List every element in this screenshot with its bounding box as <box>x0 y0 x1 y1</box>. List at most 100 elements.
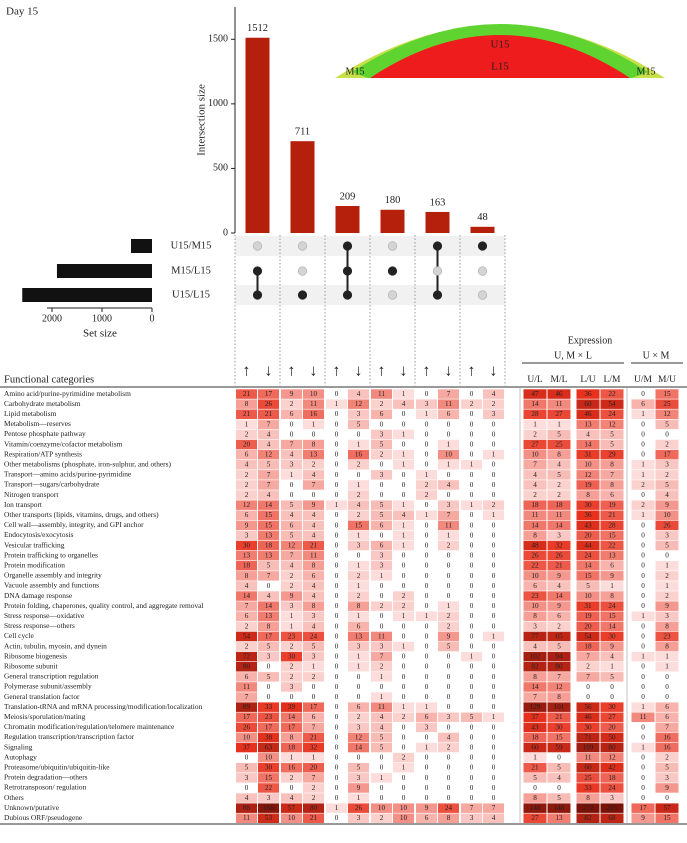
heat-cell <box>281 439 302 450</box>
heat-cell <box>303 480 324 490</box>
cell-value: 0 <box>402 723 406 731</box>
cell-value: 24 <box>584 552 592 560</box>
cell-value: 22 <box>265 784 273 792</box>
cell-value: 1 <box>357 562 361 570</box>
cell-value: 0 <box>470 531 474 539</box>
cell-value: 1 <box>357 582 361 590</box>
heat-cell <box>438 510 459 520</box>
heat-cell <box>236 773 257 783</box>
heat-cell <box>438 591 459 601</box>
heat-cell <box>326 621 347 632</box>
cell-value: 0 <box>335 451 339 459</box>
cell-value: 0 <box>470 471 474 479</box>
heat-cell <box>483 409 504 419</box>
cell-value: 2 <box>380 451 384 459</box>
cell-value: 7 <box>533 693 537 701</box>
direction-arrow: ↑ <box>378 363 386 380</box>
heat-cell <box>326 520 347 531</box>
heat-cell <box>576 611 600 621</box>
heat-cell <box>655 460 679 470</box>
cell-value: 16 <box>288 764 296 772</box>
cell-value: 0 <box>470 703 474 711</box>
cell-value: 2 <box>641 501 645 509</box>
heat-cell <box>236 732 257 743</box>
cell-value: 15 <box>584 572 592 580</box>
cell-value: 6 <box>533 582 537 590</box>
cell-value: 0 <box>290 491 294 499</box>
cell-value: 0 <box>335 733 339 741</box>
heat-cell <box>393 641 414 652</box>
heat-cell <box>600 763 624 773</box>
heat-cell <box>236 662 257 672</box>
heat-cell <box>371 510 392 520</box>
heat-cell <box>461 530 482 541</box>
heat-cell <box>303 793 324 803</box>
cell-value: 0 <box>380 622 384 630</box>
heat-cell <box>576 722 600 733</box>
cell-value: 26 <box>555 552 563 560</box>
heat-cell <box>523 793 547 803</box>
cell-value: 0 <box>641 441 645 449</box>
cell-value: 4 <box>312 622 316 630</box>
heat-cell <box>547 591 571 601</box>
cell-value: 0 <box>425 784 429 792</box>
heat-cell <box>547 490 571 500</box>
heat-cell <box>461 399 482 409</box>
cell-value: 4 <box>312 531 316 539</box>
heat-cell <box>281 611 302 621</box>
heat-cell <box>393 470 414 480</box>
heat-cell <box>371 763 392 773</box>
heat-cell <box>258 631 279 642</box>
bar <box>245 37 270 234</box>
heat-cell <box>655 783 679 793</box>
cell-value: 7 <box>586 653 590 661</box>
cell-value: 1 <box>492 451 496 459</box>
heat-cell <box>523 571 547 581</box>
cell-value: 46 <box>584 410 592 418</box>
cell-value: 4 <box>610 653 614 661</box>
heat-cell <box>416 783 437 793</box>
cell-value: 0 <box>470 693 474 701</box>
cell-value: 26 <box>663 521 671 529</box>
cell-value: 0 <box>492 582 496 590</box>
cell-value: 1 <box>665 562 669 570</box>
category-label: Endocytosis/exocytosis <box>4 530 74 539</box>
heat-cell <box>547 611 571 621</box>
cell-value: 2 <box>357 572 361 580</box>
cell-value: 6 <box>665 703 669 711</box>
cell-value: 17 <box>265 390 273 398</box>
cell-value: 0 <box>492 430 496 438</box>
cell-value: 0 <box>586 693 590 701</box>
heat-cell <box>438 601 459 611</box>
cell-value: 0 <box>335 723 339 731</box>
heat-cell <box>438 520 459 531</box>
cell-value: 0 <box>425 602 429 610</box>
cell-value: 2 <box>290 774 294 782</box>
heat-cell <box>631 742 655 753</box>
matrix-dot <box>477 290 488 300</box>
heat-cell <box>326 439 347 450</box>
cell-value: 0 <box>470 481 474 489</box>
category-label: Ribosome subunit <box>4 661 59 670</box>
cell-value: 0 <box>335 531 339 539</box>
heat-cell <box>281 601 302 611</box>
cell-value: 13 <box>555 814 563 822</box>
heat-cell <box>438 732 459 743</box>
heat-cell <box>523 692 547 702</box>
heat-cell <box>236 651 257 662</box>
direction-arrow: ↑ <box>243 363 251 380</box>
cell-value: 0 <box>402 471 406 479</box>
cell-value: 0 <box>425 663 429 671</box>
cell-value: 17 <box>265 723 273 731</box>
heat-cell <box>576 813 600 823</box>
heat-cell <box>236 763 257 773</box>
cell-value: 10 <box>531 602 539 610</box>
heat-cell <box>416 692 437 702</box>
heat-cell <box>281 581 302 591</box>
heat-cell <box>281 773 302 783</box>
cell-value: 0 <box>492 733 496 741</box>
cell-value: 13 <box>310 451 318 459</box>
heat-cell <box>576 783 600 793</box>
heat-cell <box>655 490 679 500</box>
cell-value: 6 <box>357 703 361 711</box>
